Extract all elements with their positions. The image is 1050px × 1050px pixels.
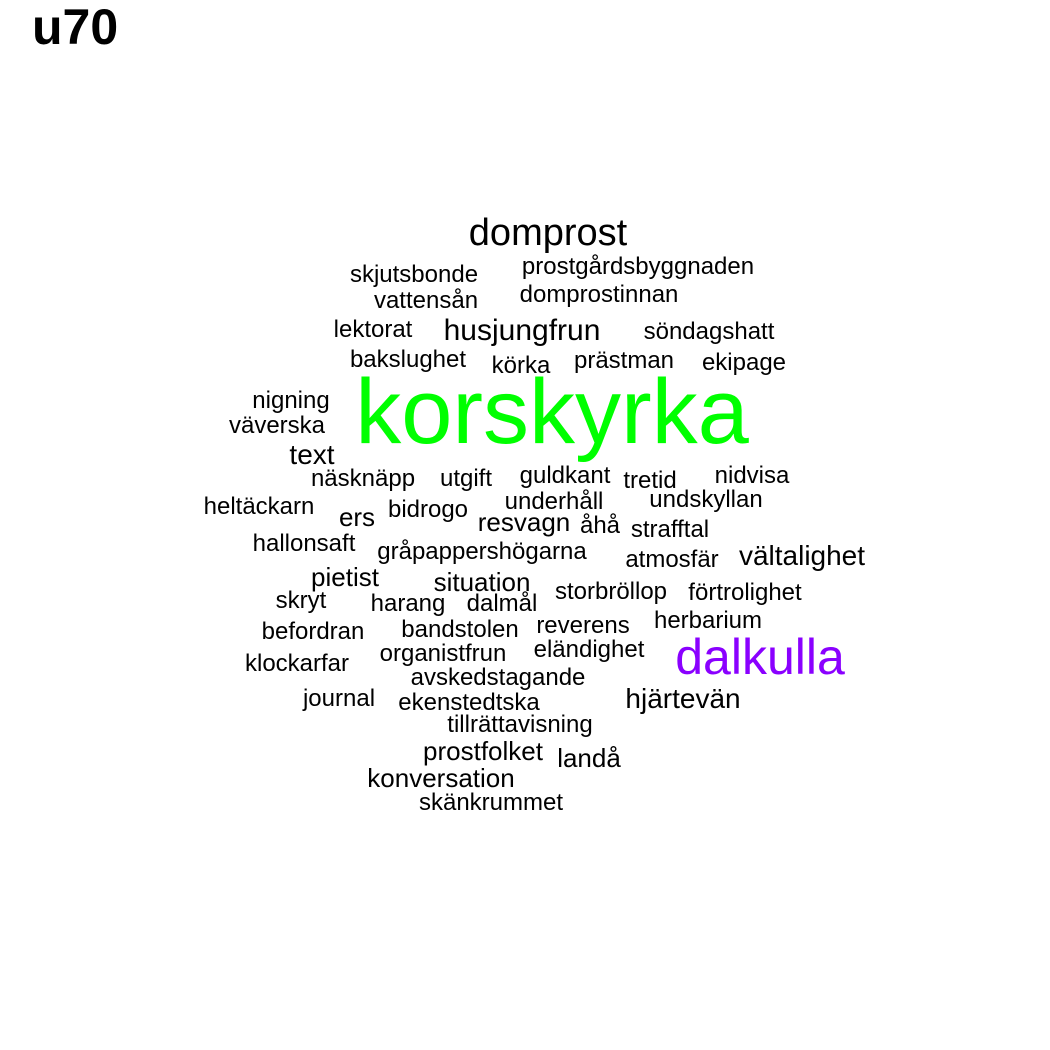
cloud-word: prostfolket bbox=[423, 736, 543, 766]
page-title: u70 bbox=[32, 0, 119, 55]
cloud-word: skänkrummet bbox=[418, 789, 564, 816]
cloud-word: harang bbox=[370, 590, 446, 617]
cloud-word: pietist bbox=[311, 562, 379, 592]
cloud-word: organistfrun bbox=[379, 640, 507, 667]
cloud-word: gråpappershögarna bbox=[377, 538, 587, 565]
cloud-word: avskedstagande bbox=[410, 664, 586, 691]
cloud-word: tretid bbox=[623, 467, 677, 494]
cloud-word: nidvisa bbox=[714, 462, 790, 489]
cloud-word: väverska bbox=[228, 412, 326, 439]
cloud-word: undskyllan bbox=[649, 486, 763, 513]
cloud-word: utgift bbox=[439, 465, 493, 492]
cloud-word: heltäckarn bbox=[203, 493, 315, 520]
cloud-word: nigning bbox=[252, 387, 330, 414]
cloud-word: ekipage bbox=[701, 349, 787, 376]
cloud-word: text bbox=[289, 439, 335, 470]
cloud-word: domprostinnan bbox=[519, 281, 679, 308]
cloud-word: reverens bbox=[536, 612, 630, 639]
cloud-word: storbröllop bbox=[554, 578, 668, 605]
cloud-word: skryt bbox=[275, 587, 327, 614]
cloud-word: klockarfar bbox=[244, 650, 350, 677]
cloud-word: situation bbox=[433, 567, 531, 597]
cloud-word: hallonsaft bbox=[252, 530, 356, 557]
cloud-word: korskyrka bbox=[355, 361, 749, 463]
cloud-word: bandstolen bbox=[401, 616, 519, 643]
cloud-word: dalmål bbox=[466, 590, 538, 617]
cloud-word: herbarium bbox=[653, 607, 763, 634]
cloud-word: bidrogo bbox=[387, 496, 469, 523]
cloud-word: underhåll bbox=[504, 488, 604, 515]
cloud-word: ers bbox=[338, 502, 376, 532]
cloud-word: landå bbox=[557, 743, 621, 773]
cloud-word: bakslughet bbox=[349, 346, 467, 373]
cloud-word: prostgårdsbyggnaden bbox=[521, 253, 755, 280]
cloud-word: husjungfrun bbox=[443, 314, 601, 347]
cloud-word: lektorat bbox=[333, 316, 413, 343]
cloud-word: journal bbox=[302, 685, 376, 712]
cloud-word: förtrolighet bbox=[688, 579, 802, 606]
cloud-word: guldkant bbox=[519, 462, 611, 489]
cloud-word: skjutsbonde bbox=[349, 261, 479, 288]
cloud-word: näsknäpp bbox=[310, 465, 416, 492]
cloud-word: resvagn bbox=[477, 507, 571, 537]
cloud-word: åhå bbox=[579, 512, 621, 539]
cloud-word: vattensån bbox=[373, 287, 479, 314]
cloud-word: dalkulla bbox=[675, 629, 845, 685]
cloud-word: söndagshatt bbox=[643, 318, 775, 345]
cloud-word: eländighet bbox=[533, 636, 645, 663]
cloud-word: domprost bbox=[468, 212, 628, 254]
cloud-word: konversation bbox=[367, 763, 515, 793]
cloud-word: strafftal bbox=[630, 516, 710, 543]
cloud-word: prästman bbox=[573, 347, 675, 374]
cloud-word: befordran bbox=[261, 618, 365, 645]
cloud-word: vältalighet bbox=[738, 540, 866, 571]
cloud-word: hjärtevän bbox=[625, 683, 741, 714]
cloud-word: körka bbox=[491, 352, 551, 379]
cloud-word: atmosfär bbox=[625, 546, 719, 573]
cloud-word: ekenstedtska bbox=[398, 689, 540, 716]
cloud-word: tillrättavisning bbox=[447, 711, 593, 738]
